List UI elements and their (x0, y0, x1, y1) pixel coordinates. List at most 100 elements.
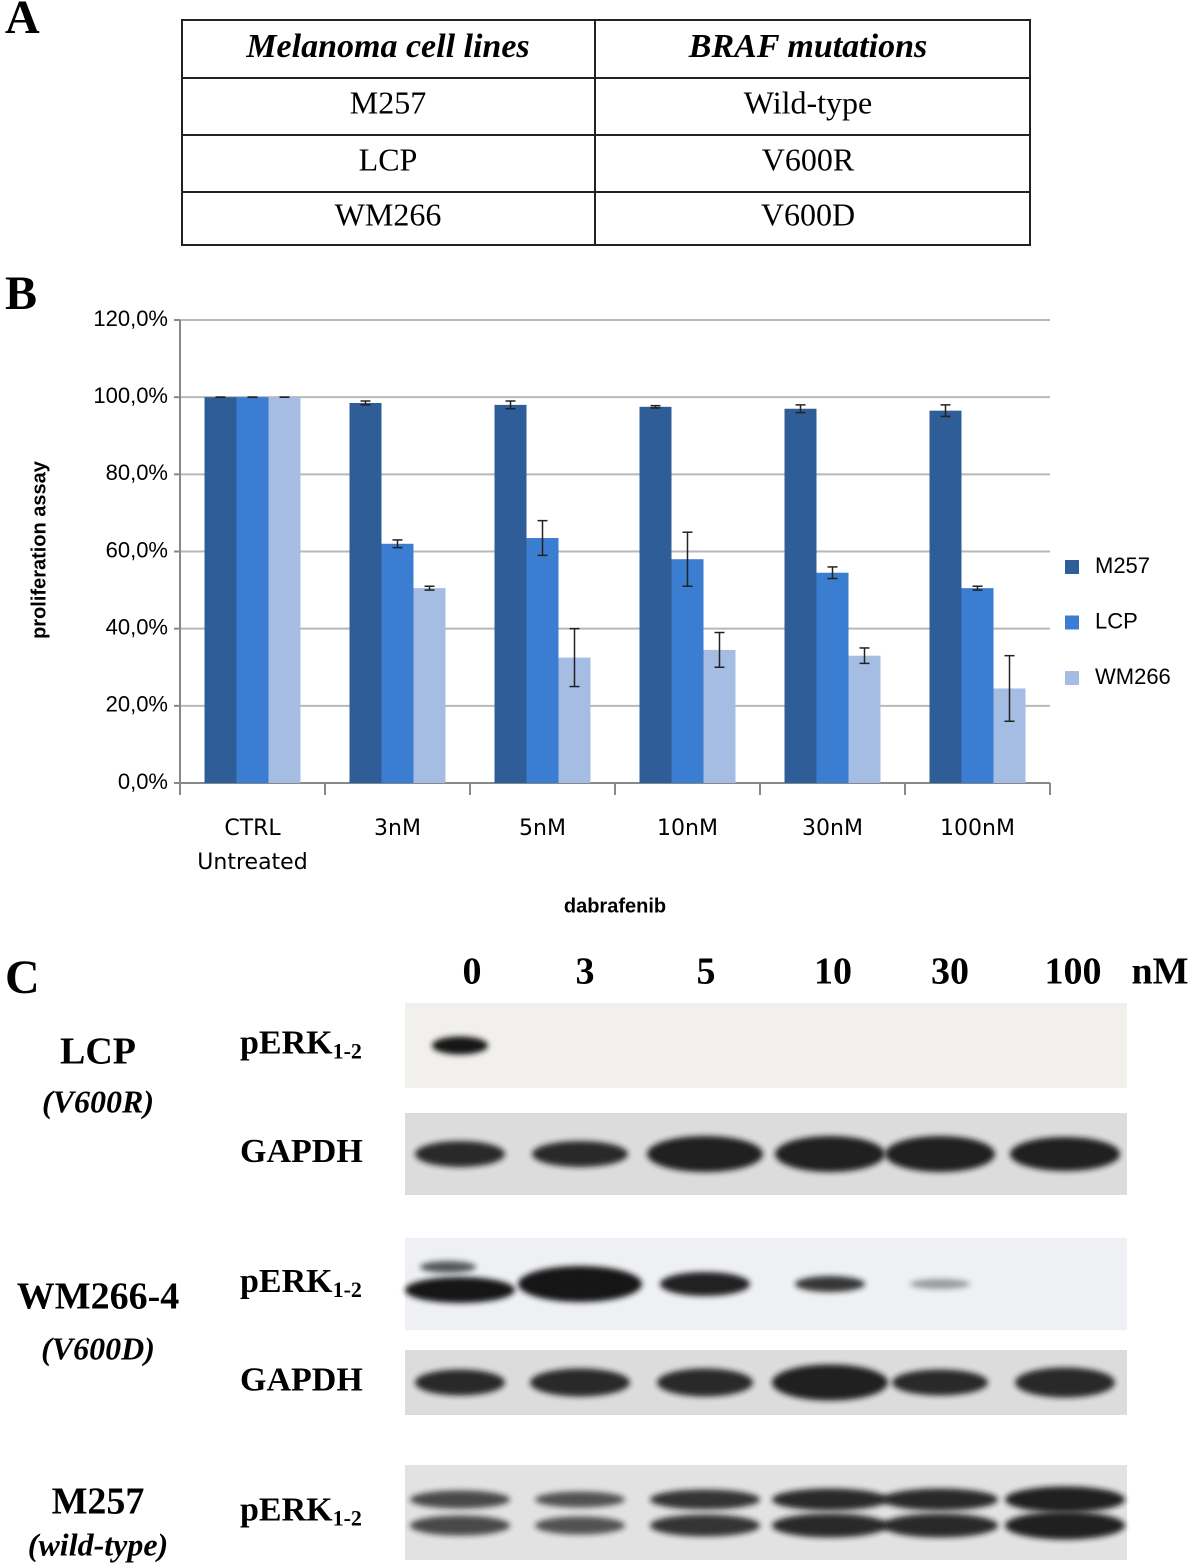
blot-strip (405, 1113, 1127, 1195)
dose-label: 10 (814, 951, 852, 993)
bar (349, 402, 382, 783)
cell-line-mutation: (wild-type) (28, 1526, 168, 1562)
blot-strip (405, 1003, 1127, 1088)
y-tick-label: 0,0% (118, 769, 168, 794)
error-bar (569, 627, 580, 688)
cell-line-name: WM266-4 (17, 1276, 180, 1318)
x-tick-label: 3nM (374, 816, 421, 841)
error-bar (859, 647, 870, 665)
error-bar (827, 566, 838, 580)
blot-band (410, 1490, 510, 1509)
blot-band (1005, 1511, 1125, 1540)
blot-band (660, 1272, 750, 1296)
blot-band (415, 1369, 505, 1396)
blot-band (910, 1279, 970, 1289)
blot-band (432, 1036, 488, 1055)
blot-band (532, 1141, 628, 1167)
bar (703, 649, 736, 783)
blot-band (405, 1277, 515, 1303)
blot-band (518, 1266, 642, 1302)
dose-unit: nM (1132, 951, 1189, 993)
error-bar (682, 531, 693, 587)
panel-label: B (5, 267, 37, 320)
dose-label: 30 (931, 951, 969, 993)
bar (784, 408, 817, 783)
blot-band (892, 1369, 988, 1396)
bar (204, 397, 237, 783)
error-bar (940, 404, 951, 418)
blot-band (535, 1516, 625, 1535)
blot-band (882, 1513, 998, 1538)
table-header: Melanoma cell lines (245, 28, 529, 65)
error-bar (650, 404, 661, 409)
error-bar (424, 585, 435, 591)
y-tick-label: 40,0% (106, 614, 168, 639)
blot-band (772, 1364, 888, 1401)
blot-band (882, 1488, 998, 1511)
table-header: BRAF mutations (688, 28, 927, 65)
cell-line-mutation: (V600D) (41, 1330, 155, 1366)
bar (671, 559, 704, 783)
dose-label: 100 (1045, 951, 1102, 993)
protein-label: pERK1-2 (240, 1024, 362, 1063)
protein-label: GAPDH (240, 1133, 363, 1170)
protein-name: pERK (240, 1491, 333, 1528)
error-bar (714, 631, 725, 668)
table-cell: M257 (350, 84, 426, 120)
blot-band (885, 1136, 995, 1172)
error-bar (1004, 654, 1015, 723)
blot-band (1005, 1486, 1125, 1513)
error-bar (360, 400, 371, 406)
bar (929, 410, 962, 783)
y-tick-label: 20,0% (106, 692, 168, 717)
legend-swatch (1065, 560, 1079, 574)
blot-strip (405, 1350, 1127, 1415)
error-bar (972, 585, 983, 591)
y-tick-label: 80,0% (106, 460, 168, 485)
bar (961, 588, 994, 783)
legend-label: LCP (1095, 608, 1138, 633)
blot-band (420, 1261, 476, 1273)
cell-line-name: LCP (60, 1031, 136, 1073)
blot-band (530, 1368, 630, 1397)
dose-label: 0 (463, 951, 482, 993)
blot-band (775, 1136, 885, 1172)
table-cell: V600D (761, 196, 855, 232)
table-cell: WM266 (335, 196, 442, 232)
bar (413, 588, 446, 783)
protein-subscript: 1-2 (333, 1506, 362, 1531)
table-cell: LCP (359, 141, 418, 177)
blot-strip (405, 1465, 1127, 1560)
blot-band (535, 1491, 625, 1508)
bar (848, 655, 881, 783)
protein-subscript: 1-2 (333, 1277, 362, 1302)
legend-label: M257 (1095, 553, 1150, 578)
protein-name: GAPDH (240, 1361, 363, 1398)
x-tick-label: CTRL Untreated (197, 816, 308, 875)
x-tick-label: 10nM (657, 816, 718, 841)
bar (236, 397, 269, 783)
blot-band (1010, 1137, 1120, 1171)
x-tick-label: 5nM (519, 816, 566, 841)
panel-label: C (5, 951, 40, 1004)
blot-band (772, 1488, 888, 1511)
error-bar (795, 404, 806, 414)
blot-band (415, 1141, 505, 1167)
bar (526, 537, 559, 783)
y-axis-title: proliferation assay (28, 460, 50, 639)
legend-swatch (1065, 671, 1079, 685)
protein-label: GAPDH (240, 1361, 363, 1398)
error-bar (537, 519, 548, 557)
y-tick-label: 120,0% (93, 306, 168, 331)
bar (639, 406, 672, 783)
bar (381, 543, 414, 783)
legend-swatch (1065, 615, 1079, 630)
blot-band (650, 1489, 760, 1510)
panel-label: A (5, 0, 40, 44)
blot-strip (405, 1238, 1127, 1330)
dose-label: 5 (697, 951, 716, 993)
table-cell: V600R (762, 141, 855, 177)
dose-label: 3 (576, 951, 595, 993)
